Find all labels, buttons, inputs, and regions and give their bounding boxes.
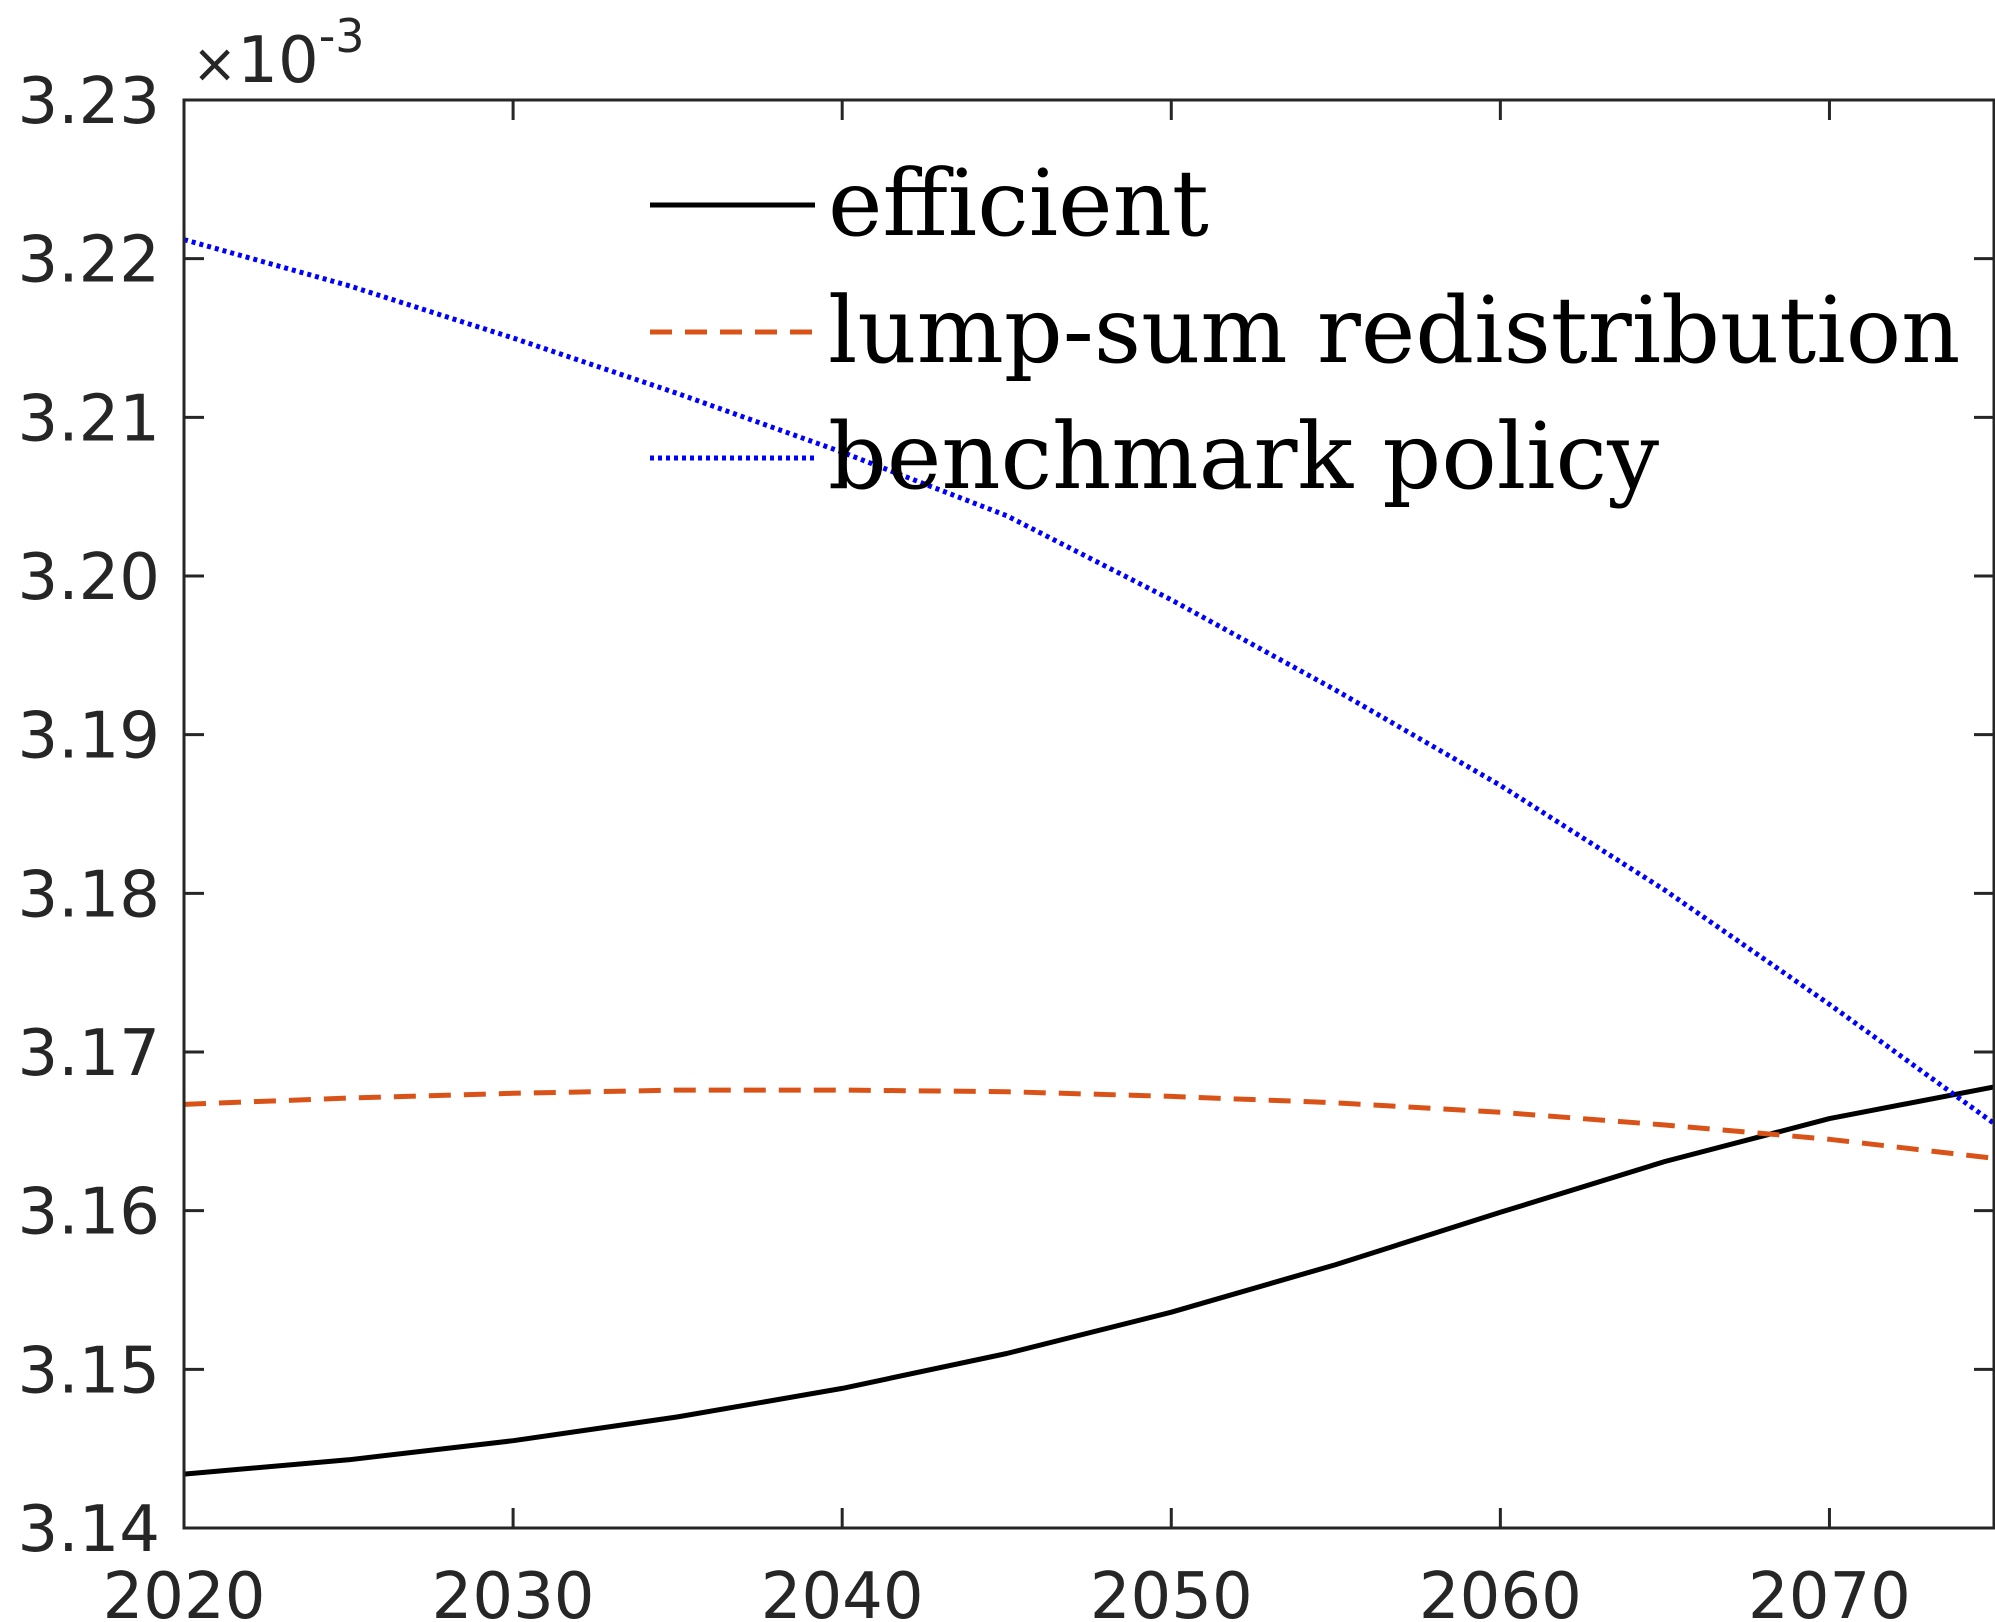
legend-label-1: efficient	[828, 150, 1209, 257]
y-tick-label: 3.18	[18, 858, 161, 932]
y-tick-label: 3.21	[18, 382, 161, 456]
x-tick-label: 2050	[1090, 1560, 1253, 1622]
series-line-1	[183, 1084, 1995, 1477]
series-layer	[183, 237, 1995, 1477]
series-line-3	[183, 237, 1995, 1126]
legend: efficient lump-sum redistribution benchmar…	[650, 150, 1960, 510]
x-tick-label: 2040	[761, 1560, 924, 1622]
y-tick-label: 3.22	[18, 224, 161, 298]
y-tick-label: 3.14	[18, 1493, 161, 1567]
tick-layer: 2020 2030 2040 2050 2060 2070 3.14 3.15 3.16 3.17…	[18, 65, 1994, 1622]
x-tick-label: 2020	[103, 1560, 266, 1622]
y-tick-label: 3.17	[18, 1017, 161, 1091]
y-tick-label: 3.19	[18, 700, 161, 774]
multiplier-exponent: -3	[319, 9, 365, 63]
y-axis-multiplier: ×10-3	[192, 9, 365, 98]
x-tick-label: 2030	[432, 1560, 595, 1622]
multiplier-times-sign: ×	[192, 32, 237, 95]
series-line-2	[183, 1087, 1995, 1161]
x-tick-label: 2070	[1748, 1560, 1911, 1622]
multiplier-base: 10	[237, 24, 318, 98]
legend-label-3: benchmark policy	[828, 403, 1659, 510]
axes-box	[182, 98, 1995, 1530]
y-tick-label: 3.23	[18, 65, 161, 139]
y-tick-label: 3.15	[18, 1334, 161, 1408]
x-tick-label: 2060	[1419, 1560, 1582, 1622]
legend-label-2: lump-sum redistribution	[828, 277, 1960, 384]
y-tick-label: 3.20	[18, 541, 161, 615]
y-tick-label: 3.16	[18, 1176, 161, 1250]
